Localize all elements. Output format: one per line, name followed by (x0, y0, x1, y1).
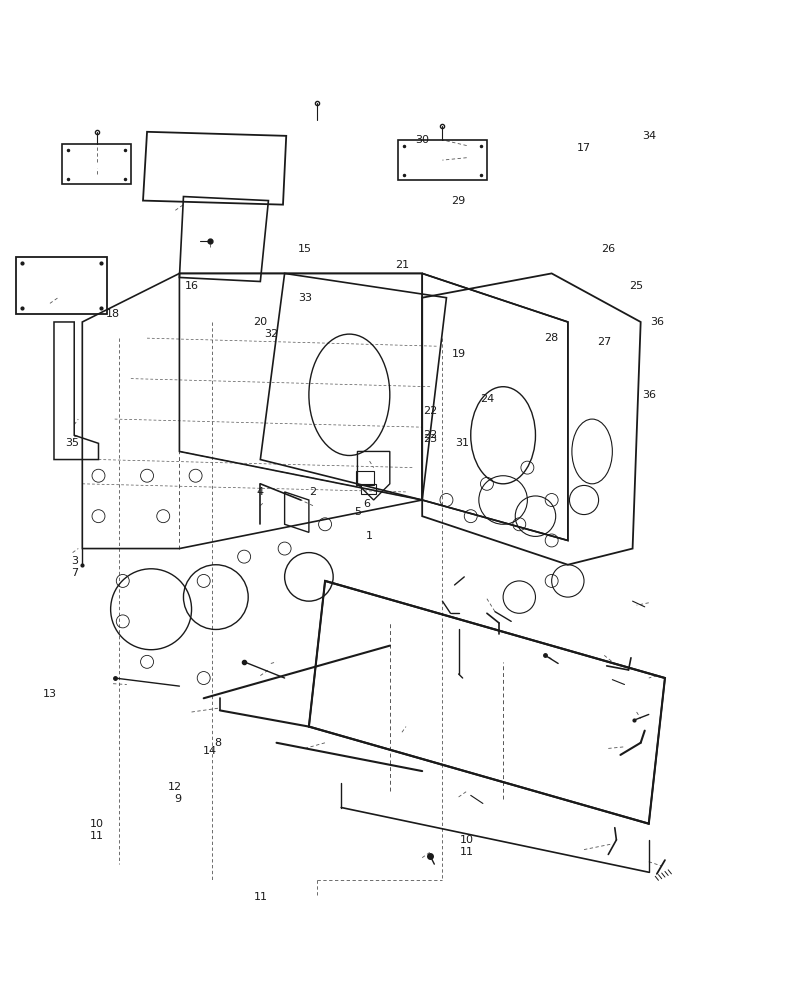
Text: 22: 22 (423, 406, 437, 416)
Text: 3: 3 (71, 556, 78, 566)
Text: 6: 6 (363, 499, 370, 509)
Text: 20: 20 (253, 317, 267, 327)
Text: 17: 17 (577, 143, 590, 153)
Text: 31: 31 (455, 438, 469, 448)
Text: 19: 19 (451, 349, 465, 359)
Text: 26: 26 (600, 244, 615, 254)
Text: 35: 35 (66, 438, 79, 448)
Text: 24: 24 (479, 394, 493, 404)
Text: 15: 15 (298, 244, 311, 254)
Text: 2: 2 (309, 487, 316, 497)
Text: 11: 11 (253, 892, 267, 902)
Text: 30: 30 (414, 135, 429, 145)
Text: 5: 5 (354, 507, 361, 517)
Text: 7: 7 (71, 568, 78, 578)
Text: 18: 18 (106, 309, 120, 319)
Text: 36: 36 (649, 317, 663, 327)
Text: 14: 14 (203, 746, 217, 756)
Text: 12: 12 (168, 782, 182, 792)
Text: 25: 25 (629, 281, 643, 291)
Text: 28: 28 (544, 333, 558, 343)
Text: 9: 9 (174, 794, 181, 804)
Text: 11: 11 (459, 847, 473, 857)
Text: 36: 36 (641, 390, 655, 400)
Text: 27: 27 (596, 337, 611, 347)
Text: 10: 10 (90, 819, 104, 829)
Text: 23: 23 (423, 434, 437, 444)
Text: 13: 13 (43, 689, 57, 699)
Text: 21: 21 (394, 260, 409, 270)
Text: 8: 8 (214, 738, 221, 748)
Text: 4: 4 (256, 487, 264, 497)
Text: 34: 34 (641, 131, 655, 141)
Text: 10: 10 (459, 835, 473, 845)
Text: 22: 22 (423, 430, 437, 440)
Text: 32: 32 (264, 329, 277, 339)
Text: 29: 29 (451, 196, 466, 206)
Text: 33: 33 (298, 293, 311, 303)
Text: 1: 1 (366, 531, 372, 541)
Text: 16: 16 (184, 281, 199, 291)
Text: 11: 11 (90, 831, 104, 841)
